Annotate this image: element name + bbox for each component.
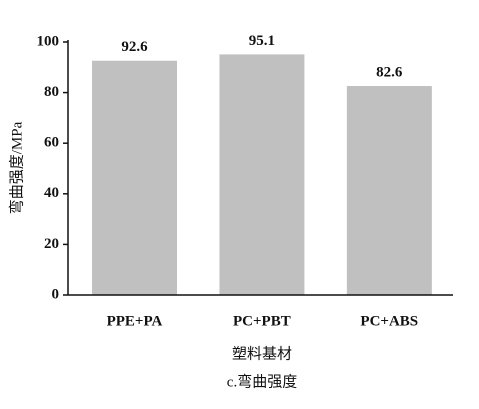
bar: [346, 86, 432, 295]
y-tick-label: 100: [37, 33, 60, 49]
y-tick-label: 60: [44, 135, 59, 151]
y-tick-label: 20: [44, 236, 59, 252]
y-tick-label: 80: [44, 84, 59, 100]
value-label: 82.6: [376, 64, 403, 80]
x-axis-label: 塑料基材: [232, 345, 292, 362]
caption: c.弯曲强度: [227, 373, 297, 390]
y-axis-label: 弯曲强度/MPa: [8, 121, 25, 214]
value-label: 92.6: [121, 39, 148, 55]
x-tick-label: PPE+PA: [107, 313, 163, 329]
bar: [219, 54, 305, 295]
x-tick-label: PC+PBT: [233, 313, 291, 329]
y-tick-label: 40: [44, 185, 59, 201]
x-tick-label: PC+ABS: [360, 313, 418, 329]
bar: [92, 60, 178, 295]
y-tick-label: 0: [52, 286, 60, 302]
value-label: 95.1: [249, 33, 275, 49]
